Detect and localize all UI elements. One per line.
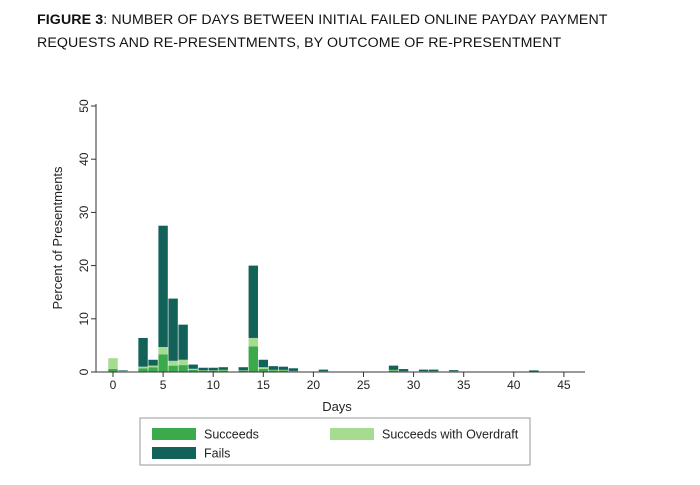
bar-segment-succeeds-with-overdraft-day-15 [258, 367, 268, 369]
bar-segment-succeeds-with-overdraft-day-16 [268, 369, 279, 371]
bar-segment-fails-day-18 [288, 368, 299, 371]
bar-segment-fails-day-34 [448, 370, 459, 372]
legend: Succeeds Succeeds with Overdraft Fails [139, 417, 531, 466]
bar-segment-succeeds-day-28 [388, 370, 399, 372]
bar-segment-succeeds-day-3 [138, 368, 148, 372]
legend-label-fails: Fails [204, 447, 230, 461]
bar-segment-succeeds-with-overdraft-day-10 [208, 370, 218, 371]
bar-segment-succeeds-with-overdraft-day-18 [288, 370, 299, 372]
bar-segment-fails-day-21 [318, 369, 329, 372]
y-tick-label-30: 30 [77, 205, 91, 219]
bar-segment-succeeds-day-0 [108, 368, 118, 372]
y-tick-label-20: 20 [77, 259, 91, 273]
x-tick-label-5: 5 [160, 378, 167, 392]
bar-segment-succeeds-day-16 [268, 370, 279, 372]
bar-segment-succeeds-with-overdraft-day-4 [148, 365, 158, 368]
bar-segment-succeeds-day-7 [178, 365, 188, 372]
bar-segment-fails-day-3 [138, 337, 148, 367]
bar-segment-succeeds-with-overdraft-day-5 [158, 347, 168, 355]
figure-title: FIGURE 3: NUMBER OF DAYS BETWEEN INITIAL… [37, 9, 677, 55]
bar-segment-succeeds-with-overdraft-day-1 [118, 370, 128, 372]
bar-segment-fails-day-6 [168, 298, 178, 361]
bar-segment-succeeds-day-17 [278, 370, 289, 372]
x-tick-label-40: 40 [507, 378, 521, 392]
x-tick-label-25: 25 [357, 378, 371, 392]
bar-segment-succeeds-day-5 [158, 354, 168, 372]
bars-group [108, 225, 539, 373]
bar-segment-succeeds-day-4 [148, 367, 158, 372]
figure-title-text: : NUMBER OF DAYS BETWEEN INITIAL FAILED … [37, 12, 608, 51]
figure-label: FIGURE 3 [37, 12, 104, 28]
bar-segment-fails-day-13 [238, 367, 248, 371]
bar-segment-fails-day-4 [148, 359, 158, 366]
bar-segment-succeeds-day-8 [188, 369, 198, 372]
bar-segment-fails-day-16 [268, 366, 279, 370]
x-tick-label-35: 35 [457, 378, 471, 392]
legend-label-succeeds-with-overdraft: Succeeds with Overdraft [382, 428, 519, 442]
y-tick-label-50: 50 [77, 99, 91, 113]
bar-segment-succeeds-day-6 [168, 365, 178, 372]
bar-segment-fails-day-10 [208, 367, 218, 371]
bar-segment-fails-day-14 [248, 265, 258, 338]
bar-segment-succeeds-with-overdraft-day-8 [188, 368, 198, 370]
legend-swatch-fails [152, 447, 196, 459]
legend-swatch-succeeds-with-overdraft [330, 428, 374, 440]
bar-segment-succeeds-with-overdraft-day-3 [138, 366, 148, 369]
y-tick-label-10: 10 [77, 312, 91, 326]
bar-segment-fails-day-11 [218, 367, 228, 370]
y-axis-title: Percent of Presentments [50, 166, 65, 310]
bar-segment-fails-day-29 [398, 369, 409, 372]
bar-segment-succeeds-with-overdraft-day-6 [168, 360, 178, 366]
bar-segment-succeeds-day-10 [208, 370, 218, 372]
y-tick-label-0: 0 [77, 368, 91, 375]
bar-segment-succeeds-with-overdraft-day-14 [248, 337, 258, 347]
bar-segment-succeeds-day-11 [218, 370, 228, 372]
bar-segment-fails-day-31 [418, 369, 429, 372]
bar-segment-succeeds-with-overdraft-day-28 [388, 369, 399, 371]
bar-segment-succeeds-with-overdraft-day-17 [278, 369, 289, 371]
bar-segment-fails-day-28 [388, 365, 399, 370]
legend-label-succeeds: Succeeds [204, 428, 259, 442]
x-tick-label-20: 20 [307, 378, 321, 392]
x-tick-label-10: 10 [207, 378, 221, 392]
bar-segment-succeeds-with-overdraft-day-13 [238, 370, 248, 371]
y-tick-label-40: 40 [77, 152, 91, 166]
bar-segment-fails-day-42 [529, 370, 539, 372]
bar-segment-succeeds-day-15 [258, 368, 268, 372]
bar-segment-succeeds-day-14 [248, 346, 258, 372]
axes-group: 0 10 20 30 40 50 0 5 10 15 20 25 30 35 40 45 [77, 99, 585, 392]
legend-box [139, 417, 531, 466]
x-tick-label-15: 15 [257, 378, 271, 392]
bar-segment-fails-day-15 [258, 359, 268, 368]
bar-segment-fails-day-8 [188, 364, 198, 369]
bar-segment-fails-day-32 [428, 369, 439, 372]
x-tick-label-30: 30 [407, 378, 421, 392]
legend-swatch-succeeds [152, 428, 196, 440]
bar-segment-succeeds-with-overdraft-day-0 [108, 358, 118, 369]
x-tick-label-45: 45 [557, 378, 571, 392]
bar-segment-fails-day-5 [158, 225, 168, 347]
bar-segment-fails-day-9 [198, 367, 208, 371]
bar-segment-fails-day-17 [278, 366, 289, 370]
x-tick-label-0: 0 [110, 378, 117, 392]
bar-segment-succeeds-day-13 [238, 370, 248, 372]
bar-segment-succeeds-day-9 [198, 370, 208, 372]
x-axis-title: Days [322, 399, 352, 414]
bar-segment-succeeds-with-overdraft-day-9 [198, 370, 208, 371]
bar-segment-fails-day-7 [178, 324, 188, 360]
bar-segment-succeeds-with-overdraft-day-7 [178, 359, 188, 366]
bar-segment-fails-day-1 [118, 370, 128, 371]
bar-segment-succeeds-with-overdraft-day-11 [218, 369, 228, 371]
